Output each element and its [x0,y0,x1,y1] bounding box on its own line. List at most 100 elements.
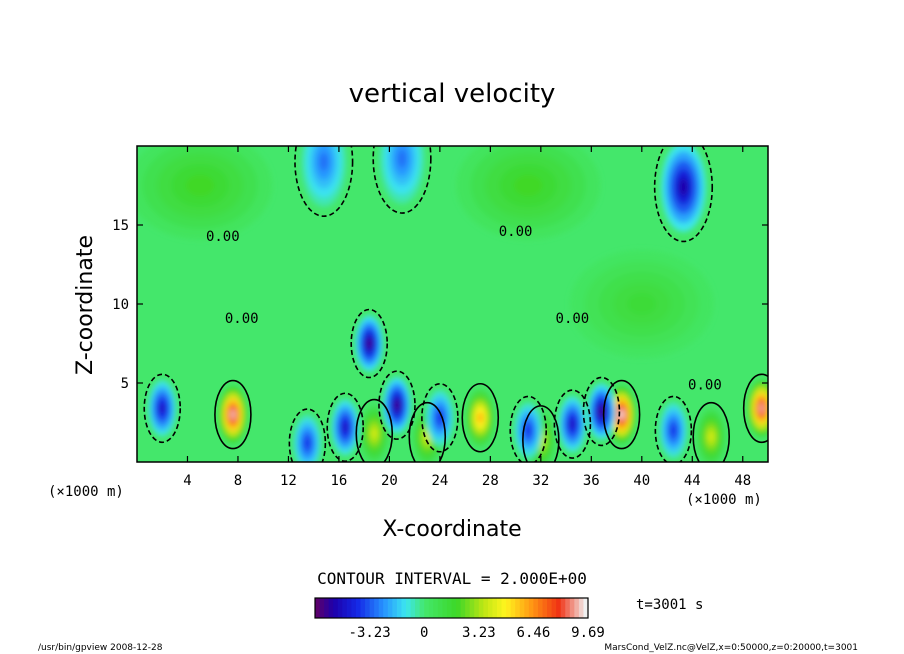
colorbar-cell [537,598,544,618]
colorbar-cell [419,598,425,618]
colorbar-cell [510,598,516,618]
colorbar-cell [406,598,412,618]
contour-labels: 0.00 0.00 0.00 0.00 0.00 [206,224,722,393]
colorbar-cell [501,598,507,618]
contour-line [602,379,641,450]
colorbar-tick-label: 9.69 [571,625,605,641]
contour-line [408,401,447,462]
field-feature [708,431,715,443]
colorbar-cell [374,598,380,618]
contour-line [522,405,560,462]
x-unit-right: (×1000 m) [686,492,762,508]
colorbar-cell [324,598,330,618]
colorbar-tick-label: 6.46 [517,625,551,641]
contour-line [582,376,621,447]
colorbar-cell [401,598,407,618]
field-feature [230,409,236,421]
colorbar-cell [333,598,339,618]
colorbar-cell [569,598,575,618]
colorbar-cell [315,598,321,618]
colorbar-cell [351,598,357,618]
colorbar-cell [478,598,484,618]
colorbar-frame [314,597,589,619]
field-feature [397,149,407,168]
colorbar-cell [583,598,589,618]
colorbar-cell [483,598,489,618]
colorbar-cell [556,598,562,618]
colorbar-cell [337,598,343,618]
contour-interval: CONTOUR INTERVAL = 2.000E+00 [317,569,587,588]
colorbar-cell [355,598,362,618]
colorbar-cell [497,598,503,618]
footer-right: MarsCond_VelZ.nc@VelZ,x=0:50000,z=0:2000… [604,643,858,653]
colorbar-cell [460,598,466,618]
x-tick-label: 44 [684,473,701,489]
colorbar-cell [369,598,375,618]
field-feature [342,421,349,433]
colorbar-cell [346,598,352,618]
contour-label: 0.00 [225,311,259,327]
colorbar-cell [547,598,553,618]
colorbar-cell [492,598,498,618]
field-feature [569,418,576,430]
contour-line [143,373,182,444]
colorbar-cell [565,598,571,618]
colorbar-tick-label: -3.23 [349,625,391,641]
colorbar-ticks: -3.23 0 3.23 6.46 9.69 [349,625,605,641]
contour-label: 0.00 [688,377,722,393]
x-tick-label: 8 [234,473,242,489]
colorbar-cell [365,598,371,618]
x-tick-label: 16 [330,473,347,489]
contour-line [350,308,389,379]
field-feature [525,424,532,436]
field-feature [477,412,484,424]
contour-line [553,389,592,459]
contour-line [653,146,714,243]
colorbar-cell [396,598,403,618]
colorbar-cell [578,598,585,618]
x-axis: 4 8 12 16 20 24 28 32 36 40 44 48 [183,146,751,489]
colorbar-cell [387,598,393,618]
contour-line [214,379,252,450]
contour-line [372,146,432,214]
colorbar-tick-label: 3.23 [462,625,496,641]
colorbar-cell [433,598,439,618]
y-axis: 5 10 15 [112,218,768,392]
field-feature [678,178,688,197]
field-feature [627,293,657,315]
zero-contours [143,146,768,462]
contour-label: 0.00 [206,229,240,245]
colorbar-cell [410,598,416,618]
y-tick-label: 10 [112,297,129,313]
contour-label: 0.00 [556,311,590,327]
contour-line [742,373,768,444]
colorbar [314,597,589,619]
colorbar-cell [487,598,494,618]
colorbar-cell [378,598,384,618]
x-axis-label: X-coordinate [382,517,521,542]
contour-line [294,146,354,217]
field-feature [159,402,166,414]
y-axis-label: Z-coordinate [73,235,98,375]
field-feature [394,399,400,411]
footer-left: /usr/bin/gpview 2008-12-28 [38,643,163,653]
colorbar-cell [560,598,566,618]
colorbar-cell [383,598,389,618]
x-tick-label: 28 [482,473,499,489]
contour-line [509,395,548,462]
colorbar-cell [469,598,475,618]
x-tick-label: 40 [633,473,650,489]
x-unit-left: (×1000 m) [48,484,124,500]
colorbar-cell [506,598,512,618]
colorbar-cell [424,598,430,618]
colorbar-cell [574,598,580,618]
contour-line [355,398,394,462]
x-tick-label: 12 [280,473,297,489]
contour-line [288,408,327,462]
x-tick-label: 48 [734,473,751,489]
colorbar-cell [437,598,443,618]
y-tick-label: 5 [121,376,129,392]
colorbar-cell [442,598,448,618]
colorbar-cell [551,598,557,618]
